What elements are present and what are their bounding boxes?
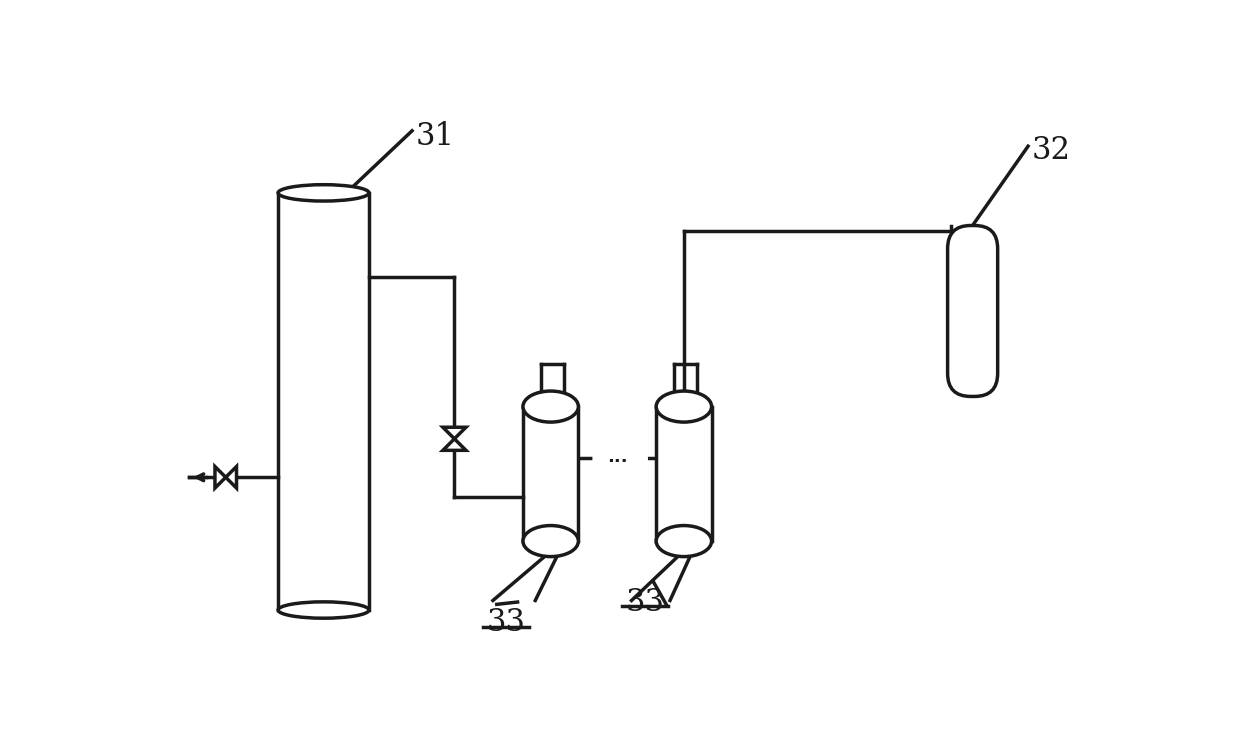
Polygon shape: [442, 439, 466, 450]
Polygon shape: [225, 467, 237, 488]
Ellipse shape: [523, 525, 579, 556]
Ellipse shape: [657, 391, 711, 422]
Ellipse shape: [278, 185, 369, 201]
Ellipse shape: [278, 602, 369, 618]
Ellipse shape: [657, 525, 711, 556]
Text: ...: ...: [607, 447, 628, 466]
Bar: [657, 407, 711, 541]
Text: 32: 32: [1032, 135, 1070, 166]
Text: 33: 33: [487, 607, 525, 638]
Bar: [523, 407, 579, 541]
Polygon shape: [214, 467, 225, 488]
Text: 31: 31: [416, 121, 455, 152]
Polygon shape: [442, 427, 466, 439]
Bar: [278, 193, 369, 610]
FancyBboxPatch shape: [948, 226, 997, 397]
Text: 33: 33: [626, 587, 665, 618]
Ellipse shape: [523, 391, 579, 422]
